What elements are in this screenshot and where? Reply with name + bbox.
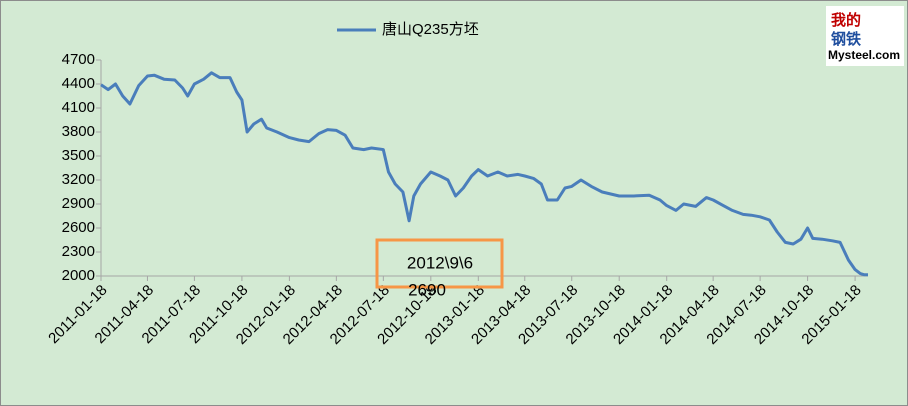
logo-text: 我的 — [831, 11, 861, 29]
logo: 我的 钢铁 Mysteel.com — [826, 6, 904, 66]
annotation-text: 2690 — [408, 280, 446, 299]
y-tick-label: 3800 — [62, 123, 95, 140]
logo-box — [826, 6, 904, 66]
logo-text: 钢铁 — [831, 30, 861, 48]
data-line — [100, 71, 868, 277]
y-tick-label: 3500 — [62, 147, 95, 164]
annotation-text: 2012\9\6 — [407, 253, 473, 272]
y-tick-label: 3200 — [62, 171, 95, 188]
y-tick-label: 4100 — [62, 99, 95, 116]
logo-text: Mysteel.com — [828, 48, 900, 62]
y-tick-label: 4700 — [62, 51, 95, 68]
y-tick-label: 2000 — [62, 267, 95, 284]
legend-label: 唐山Q235方坯 — [382, 21, 479, 38]
annotation-box — [375, 238, 504, 289]
y-tick-label: 4400 — [62, 75, 95, 92]
y-tick-label: 2900 — [62, 195, 95, 212]
y-tick-label: 2300 — [62, 243, 95, 260]
y-tick-label: 2600 — [62, 219, 95, 236]
